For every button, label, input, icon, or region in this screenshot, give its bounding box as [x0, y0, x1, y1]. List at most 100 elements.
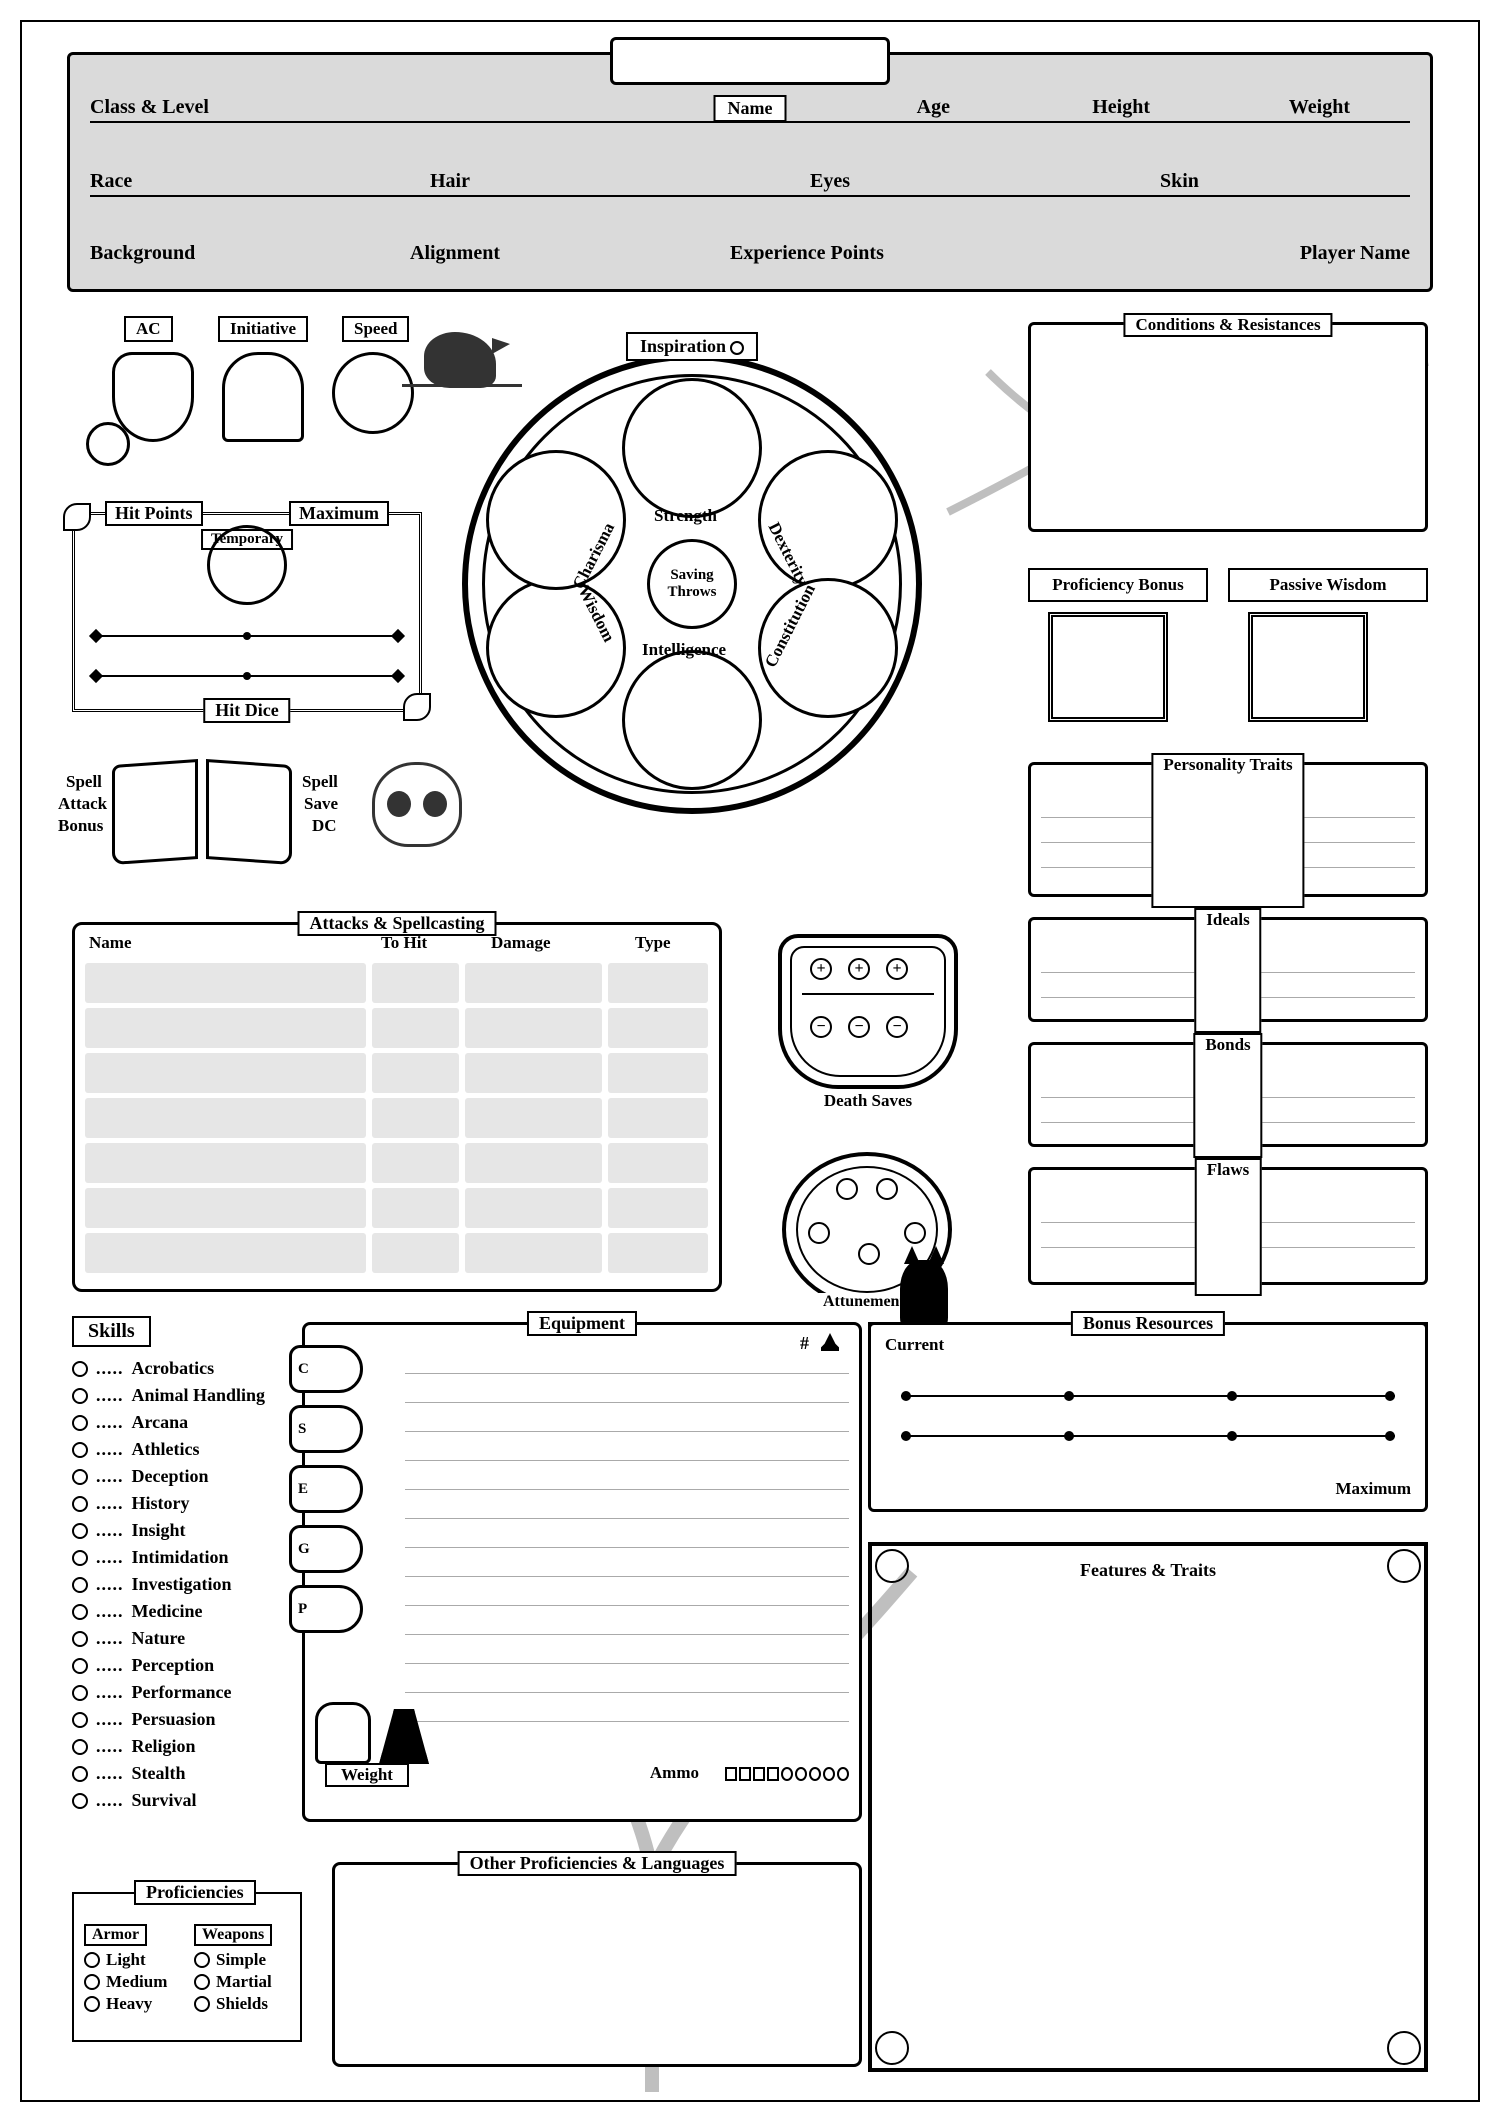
inspiration-label[interactable]: Inspiration	[626, 332, 758, 361]
coin-silver[interactable]: S	[289, 1405, 363, 1453]
skill-checkbox[interactable]	[72, 1658, 88, 1674]
attunement-slot[interactable]	[858, 1243, 880, 1265]
proficiency-item[interactable]: Martial	[194, 1972, 299, 1992]
proficiency-checkbox[interactable]	[84, 1974, 100, 1990]
skill-checkbox[interactable]	[72, 1577, 88, 1593]
skill-row[interactable]: .....Nature	[72, 1628, 282, 1649]
attunement-slot[interactable]	[876, 1178, 898, 1200]
ammo-slot[interactable]	[837, 1767, 849, 1781]
features-box[interactable]: Features & Traits	[868, 1542, 1428, 2072]
skill-row[interactable]: .....History	[72, 1493, 282, 1514]
attack-cell[interactable]	[608, 1143, 708, 1183]
attack-row[interactable]	[85, 1053, 709, 1093]
attack-cell[interactable]	[372, 1143, 459, 1183]
hp-slider[interactable]	[95, 635, 399, 637]
proficiency-item[interactable]: Light	[84, 1950, 189, 1970]
passive-wisdom-field[interactable]	[1248, 612, 1368, 722]
skill-checkbox[interactable]	[72, 1388, 88, 1404]
coin-platinum[interactable]: P	[289, 1585, 363, 1633]
skill-row[interactable]: .....Acrobatics	[72, 1358, 282, 1379]
speed-field[interactable]	[332, 352, 414, 434]
attack-cell[interactable]	[608, 1233, 708, 1273]
skill-row[interactable]: .....Perception	[72, 1655, 282, 1676]
ammo-slot[interactable]	[753, 1767, 765, 1781]
proficiency-checkbox[interactable]	[194, 1996, 210, 2012]
ammo-slot[interactable]	[795, 1767, 807, 1781]
skill-row[interactable]: .....Survival	[72, 1790, 282, 1811]
flaws-box[interactable]: Flaws	[1028, 1167, 1428, 1285]
skill-row[interactable]: .....Religion	[72, 1736, 282, 1757]
attack-cell[interactable]	[608, 1098, 708, 1138]
attack-cell[interactable]	[372, 1098, 459, 1138]
ability-strength[interactable]	[622, 378, 762, 518]
equipment-box[interactable]: Equipment # C S E G P Weight Ammo	[302, 1322, 862, 1822]
skill-checkbox[interactable]	[72, 1685, 88, 1701]
proficiency-checkbox[interactable]	[84, 1996, 100, 2012]
resource-track[interactable]	[901, 1395, 1395, 1397]
ammo-slot[interactable]	[739, 1767, 751, 1781]
ability-charisma[interactable]	[486, 450, 626, 590]
attack-cell[interactable]	[465, 1143, 602, 1183]
skill-checkbox[interactable]	[72, 1415, 88, 1431]
attack-cell[interactable]	[465, 1098, 602, 1138]
proficiency-checkbox[interactable]	[84, 1952, 100, 1968]
other-proficiencies-box[interactable]: Other Proficiencies & Languages	[332, 1862, 862, 2067]
ammo-slot[interactable]	[781, 1767, 793, 1781]
skill-checkbox[interactable]	[72, 1550, 88, 1566]
attunement-slot[interactable]	[808, 1222, 830, 1244]
attack-cell[interactable]	[85, 1188, 366, 1228]
ability-intelligence[interactable]	[622, 650, 762, 790]
skill-row[interactable]: .....Persuasion	[72, 1709, 282, 1730]
attack-cell[interactable]	[85, 1233, 366, 1273]
proficiency-item[interactable]: Simple	[194, 1950, 299, 1970]
proficiency-checkbox[interactable]	[194, 1952, 210, 1968]
ammo-slot[interactable]	[809, 1767, 821, 1781]
skill-checkbox[interactable]	[72, 1766, 88, 1782]
name-field[interactable]	[610, 37, 890, 85]
proficiency-item[interactable]: Shields	[194, 1994, 299, 2014]
skill-checkbox[interactable]	[72, 1442, 88, 1458]
proficiency-item[interactable]: Medium	[84, 1972, 189, 1992]
skill-checkbox[interactable]	[72, 1631, 88, 1647]
hp-temp-field[interactable]	[207, 525, 287, 605]
personality-box[interactable]: Personality Traits	[1028, 762, 1428, 897]
attack-cell[interactable]	[608, 1053, 708, 1093]
resource-track[interactable]	[901, 1435, 1395, 1437]
skill-checkbox[interactable]	[72, 1793, 88, 1809]
bonus-resources-box[interactable]: Bonus Resources Current Maximum	[868, 1322, 1428, 1512]
attack-cell[interactable]	[465, 1053, 602, 1093]
proficiency-bonus-field[interactable]	[1048, 612, 1168, 722]
attack-cell[interactable]	[85, 1008, 366, 1048]
death-save-success[interactable]	[810, 958, 832, 980]
proficiency-item[interactable]: Heavy	[84, 1994, 189, 2014]
attack-cell[interactable]	[608, 1008, 708, 1048]
death-save-fail[interactable]	[886, 1016, 908, 1038]
attack-row[interactable]	[85, 1143, 709, 1183]
attack-cell[interactable]	[85, 1143, 366, 1183]
attack-cell[interactable]	[608, 1188, 708, 1228]
attack-cell[interactable]	[85, 1098, 366, 1138]
coin-copper[interactable]: C	[289, 1345, 363, 1393]
skill-row[interactable]: .....Arcana	[72, 1412, 282, 1433]
ammo-slot[interactable]	[767, 1767, 779, 1781]
attunement-slot[interactable]	[836, 1178, 858, 1200]
attack-row[interactable]	[85, 1098, 709, 1138]
attack-cell[interactable]	[465, 1233, 602, 1273]
proficiency-checkbox[interactable]	[194, 1974, 210, 1990]
skill-row[interactable]: .....Athletics	[72, 1439, 282, 1460]
skill-row[interactable]: .....Intimidation	[72, 1547, 282, 1568]
attack-row[interactable]	[85, 1188, 709, 1228]
skill-row[interactable]: .....Insight	[72, 1520, 282, 1541]
skill-checkbox[interactable]	[72, 1469, 88, 1485]
skill-checkbox[interactable]	[72, 1739, 88, 1755]
hp-slider[interactable]	[95, 675, 399, 677]
skill-row[interactable]: .....Performance	[72, 1682, 282, 1703]
coin-electrum[interactable]: E	[289, 1465, 363, 1513]
ability-wisdom[interactable]	[486, 578, 626, 718]
ammo-slot[interactable]	[823, 1767, 835, 1781]
attack-row[interactable]	[85, 1233, 709, 1273]
attack-cell[interactable]	[608, 963, 708, 1003]
skill-row[interactable]: .....Deception	[72, 1466, 282, 1487]
attack-cell[interactable]	[465, 963, 602, 1003]
skill-checkbox[interactable]	[72, 1604, 88, 1620]
